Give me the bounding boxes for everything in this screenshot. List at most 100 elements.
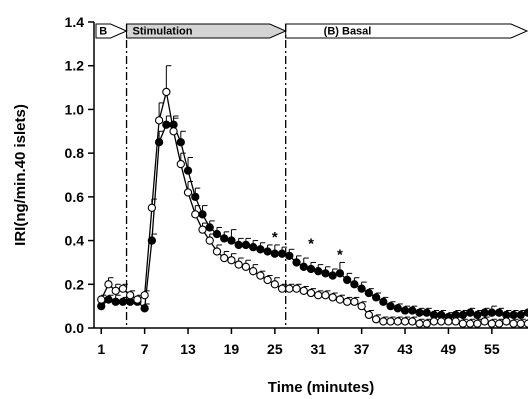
significance-star: * [308,236,314,253]
open-data-point [263,275,272,285]
open-data-point [183,188,193,197]
open-data-point [270,280,279,289]
filled-data-point [111,297,120,306]
filled-data-point [162,120,171,129]
open-data-point [415,319,424,328]
filled-data-point [176,138,185,147]
filled-data-point [212,229,222,239]
x-tick-label: 19 [224,341,240,357]
filled-data-point [386,301,395,311]
x-axis-title: Time (minutes) [268,379,374,396]
open-data-point [248,267,258,276]
open-data-point [234,260,243,269]
open-data-point [509,319,518,328]
significance-markers: * * * [272,229,343,263]
open-data-point [191,210,200,219]
filled-data-point [104,295,113,304]
filled-data-point [523,308,528,317]
filled-data-point [400,306,410,315]
filled-data-point [494,308,504,317]
open-data-point [277,284,287,293]
filled-data-point [480,308,489,317]
phase-label: Stimulation [133,26,193,38]
open-data-point [292,284,301,293]
filled-data-point [220,234,229,243]
filled-data-point [248,242,258,252]
open-data-point [256,271,265,280]
phase-label: B [99,26,107,38]
filled-data-point [328,271,337,280]
open-data-point [386,317,395,326]
filled-data-point [465,308,475,317]
open-data-point [502,317,511,326]
open-data-point [458,319,468,328]
y-tick-label: 1.0 [65,101,85,117]
filled-data-point [335,269,345,278]
filled-data-point [191,192,200,202]
open-data-point [400,317,410,326]
x-tick-label: 49 [441,341,457,357]
open-data-point [408,317,417,326]
phase-dividers [125,24,287,328]
y-tick-label: 0.4 [65,233,85,249]
filled-data-point [415,308,424,317]
open-data-point [169,127,178,136]
open-data-point [487,319,496,328]
open-data-point [343,297,352,306]
open-data-point [444,317,453,326]
filled-data-point [314,267,323,276]
open-data-point [205,236,214,245]
open-data-point [422,319,431,328]
filled-data-point [343,275,352,285]
x-tick-label: 25 [267,341,283,357]
x-tick-label: 7 [141,341,149,357]
y-tick-label: 0.2 [65,276,85,292]
x-tick-label: 1 [97,341,105,357]
y-tick-label: 1.2 [65,58,85,74]
filled-data-point [473,310,482,320]
x-tick-label: 43 [397,341,413,357]
open-data-point [306,288,316,298]
y-tick-label: 0.0 [65,320,85,336]
open-data-point [299,286,308,295]
open-data-point [118,284,128,293]
filled-data-point [270,249,279,258]
open-data-point [429,317,439,326]
open-data-point [198,225,207,234]
x-tick-label: 31 [310,341,326,357]
filled-data-point [371,293,381,302]
open-data-point [480,317,489,326]
open-data-point [393,317,402,326]
open-data-point [227,256,236,265]
open-data-point [335,295,345,304]
open-data-point [379,317,388,326]
open-data-point [465,319,475,328]
filled-data-point [263,247,272,256]
open-data-point [154,116,164,125]
open-data-point [350,297,359,306]
y-tick-label: 1.4 [65,14,85,30]
filled-data-point [364,288,374,298]
open-data-point [523,319,528,328]
phase-bar: B Stimulation (B) Basal [95,23,528,39]
y-axis-title: IRI(ng/min.40 islets) [12,104,29,246]
phase-arrow [95,23,128,39]
open-data-point [212,247,222,256]
open-data-point [314,291,323,300]
filled-data-point [487,308,496,317]
filled-data-point [234,240,243,250]
ticks: 0.0 0.2 0.4 0.6 0.8 1.0 1.2 1.4 1 7 13 19 25 31 37 43 49… [65,14,500,357]
filled-data-point [408,306,417,315]
open-data-point [176,159,185,169]
open-data-point [516,319,525,328]
x-tick-label: 55 [484,341,500,357]
x-tick-label: 37 [354,341,370,357]
filled-data-point [292,258,301,267]
filled-data-point [147,236,157,245]
filled-data-point [299,262,308,271]
filled-data-point [393,304,402,313]
filled-data-point [321,269,330,278]
phase-label: (B) Basal [324,26,372,38]
open-data-point [133,295,142,304]
